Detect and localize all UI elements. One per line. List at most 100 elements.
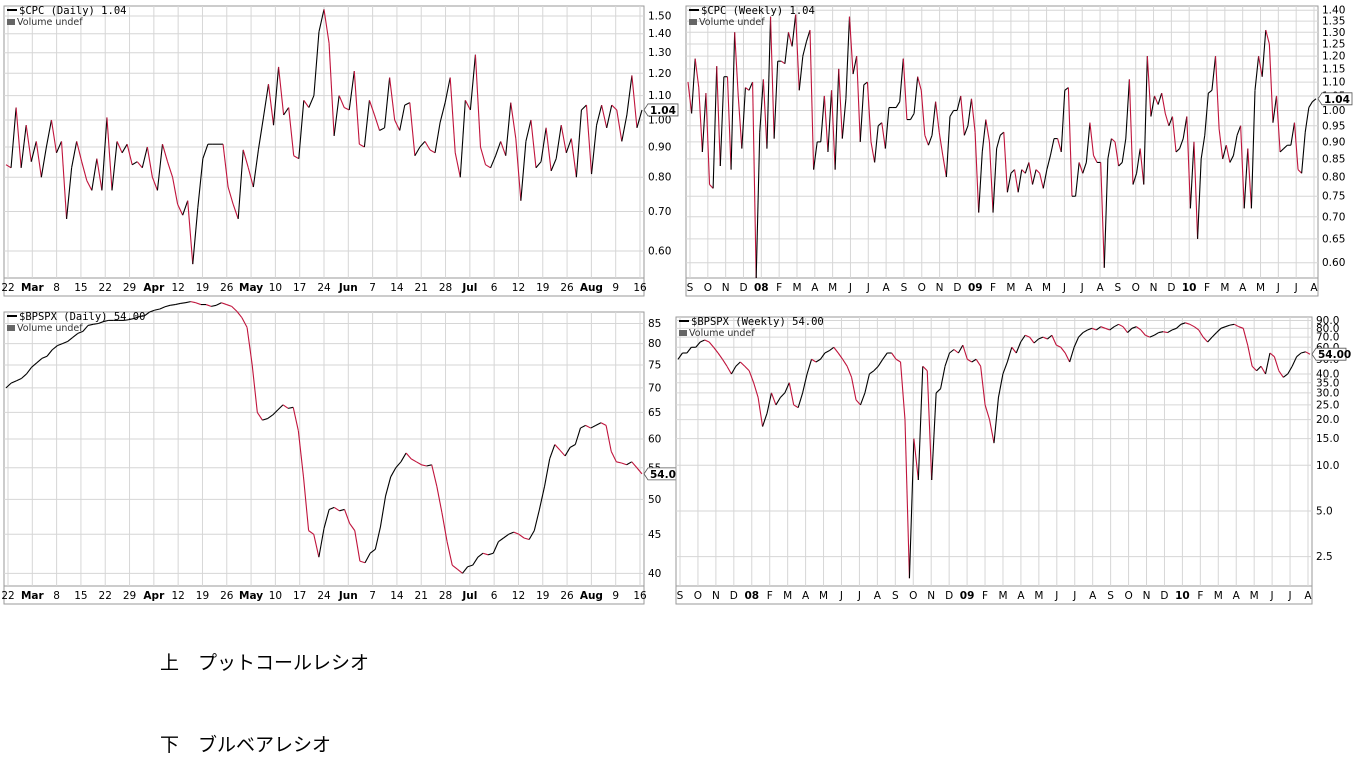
series-segment xyxy=(1042,336,1048,340)
series-segment xyxy=(323,9,330,44)
series-segment xyxy=(717,352,723,360)
series-segment xyxy=(87,323,94,326)
series-segment xyxy=(726,365,732,375)
series-segment xyxy=(343,107,350,111)
series-segment xyxy=(1243,148,1249,209)
x-tick-label: 19 xyxy=(536,590,549,602)
x-tick-label: D xyxy=(945,590,953,602)
series-segment xyxy=(323,509,330,529)
y-tick-label: 30.0 xyxy=(1316,387,1339,399)
series-segment xyxy=(1273,356,1280,371)
series-segment xyxy=(701,93,707,153)
x-tick-label: M xyxy=(783,590,792,602)
y-tick-label: 0.90 xyxy=(1322,136,1345,148)
series-segment xyxy=(869,370,875,375)
series-segment xyxy=(989,419,995,444)
x-tick-label: A xyxy=(802,590,810,602)
series-segment xyxy=(980,366,986,405)
series-segment xyxy=(293,155,300,160)
series-segment xyxy=(739,361,746,367)
series-segment xyxy=(978,151,983,213)
series-segment xyxy=(513,531,520,535)
series-segment xyxy=(379,495,387,528)
x-tick-label: M xyxy=(1006,282,1015,294)
series-segment xyxy=(784,32,790,64)
series-segment xyxy=(123,319,130,321)
series-segment xyxy=(1222,145,1227,160)
series-segment xyxy=(1278,370,1284,378)
y-tick-label: 0.75 xyxy=(1322,191,1345,203)
series-segment xyxy=(762,79,768,149)
series-segment xyxy=(709,184,714,189)
series-segment xyxy=(1308,101,1313,108)
x-tick-label: A xyxy=(1025,282,1033,294)
series-segment xyxy=(308,530,315,535)
series-segment xyxy=(834,68,840,170)
series-segment xyxy=(569,444,576,448)
series-segment xyxy=(927,135,933,146)
series-segment xyxy=(691,58,696,114)
x-tick-label: 09 xyxy=(960,590,975,602)
series-segment xyxy=(363,100,370,148)
series-segment xyxy=(1242,328,1249,346)
series-segment xyxy=(205,304,212,307)
legend-line-swatch xyxy=(679,320,689,322)
x-tick-label: D xyxy=(739,282,747,294)
series-segment xyxy=(601,104,608,128)
series-segment xyxy=(518,533,525,539)
x-tick-label: 08 xyxy=(754,282,769,294)
series-segment xyxy=(10,107,17,168)
series-segment xyxy=(863,81,868,86)
last-value-label: 1.04 xyxy=(1324,94,1350,106)
series-segment xyxy=(390,467,397,478)
series-segment xyxy=(333,506,340,512)
series-segment xyxy=(282,404,289,409)
x-tick-label: 12 xyxy=(512,282,525,294)
series-segment xyxy=(1038,336,1044,340)
series-segment xyxy=(1064,87,1069,91)
series-segment xyxy=(333,95,340,136)
x-tick-label: J xyxy=(1270,590,1274,602)
series-segment xyxy=(154,308,160,311)
chart-title: $BPSPX (Daily) 54.00 xyxy=(19,311,145,323)
y-tick-label: 1.25 xyxy=(1322,38,1345,50)
x-tick-label: 26 xyxy=(560,282,574,294)
series-segment xyxy=(231,305,238,312)
x-tick-label: 21 xyxy=(415,590,428,602)
series-segment xyxy=(1225,324,1231,328)
series-segment xyxy=(93,322,99,325)
series-segment xyxy=(297,430,305,478)
series-segment xyxy=(626,461,633,466)
x-tick-label: N xyxy=(1143,590,1151,602)
x-tick-label: Mar xyxy=(21,590,45,602)
series-segment xyxy=(1028,162,1034,185)
series-segment xyxy=(1304,107,1310,133)
series-segment xyxy=(554,444,561,451)
x-tick-label: 10 xyxy=(1182,282,1197,294)
series-segment xyxy=(730,365,737,375)
series-segment xyxy=(308,95,315,108)
x-tick-label: M xyxy=(819,590,828,602)
series-segment xyxy=(902,58,908,120)
x-tick-label: J xyxy=(1072,590,1076,602)
series-segment xyxy=(389,77,396,121)
series-segment xyxy=(482,552,489,556)
series-segment xyxy=(26,366,33,375)
y-tick-label: 1.40 xyxy=(1322,5,1345,17)
series-segment xyxy=(1073,336,1080,348)
series-segment xyxy=(852,56,858,75)
series-segment xyxy=(984,404,991,420)
series-segment xyxy=(1149,334,1155,338)
x-tick-label: J xyxy=(1276,282,1280,294)
y-tick-label: 70.0 xyxy=(1316,332,1339,344)
x-tick-label: 8 xyxy=(53,590,60,602)
series-segment xyxy=(419,141,426,148)
series-segment xyxy=(1236,125,1242,136)
series-segment xyxy=(149,309,155,313)
series-segment xyxy=(1118,162,1123,167)
series-segment xyxy=(492,541,499,554)
series-segment xyxy=(1197,158,1202,239)
y-tick-label: 1.50 xyxy=(648,11,671,23)
series-segment xyxy=(1100,326,1106,329)
y-tick-label: 0.80 xyxy=(1322,171,1345,183)
